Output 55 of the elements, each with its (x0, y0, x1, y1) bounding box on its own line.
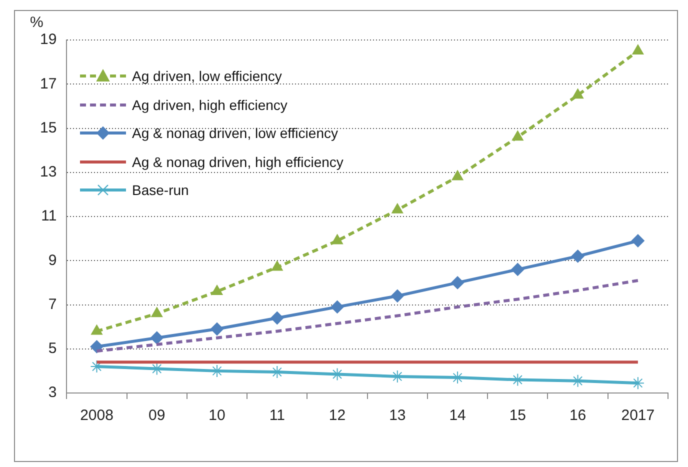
point (571, 374, 584, 388)
point (210, 322, 224, 336)
point (90, 340, 104, 354)
point (572, 88, 584, 99)
point (210, 364, 224, 378)
point (631, 376, 644, 390)
y-tick-label: 3 (48, 384, 57, 402)
point (451, 276, 464, 290)
y-tick-label: 15 (40, 119, 57, 136)
legend-label: Ag & nonag driven, low efficiency (132, 125, 338, 142)
point (211, 285, 223, 296)
x-tick-label: 16 (569, 407, 586, 424)
point (332, 234, 343, 244)
point (631, 234, 644, 248)
legend-label: Ag & nonag driven, high efficiency (132, 154, 344, 170)
point (511, 262, 524, 276)
point (270, 311, 284, 324)
legend-label: Base-run (132, 182, 189, 198)
point (512, 130, 524, 141)
point (330, 368, 344, 381)
y-tick-label: 13 (40, 164, 57, 181)
x-tick-label: 14 (449, 407, 466, 424)
legend-label: Ag driven, low efficiency (132, 68, 282, 84)
y-tick-label: 7 (48, 296, 57, 313)
x-tick-label: 2017 (621, 407, 655, 424)
point (271, 260, 283, 271)
point (270, 366, 284, 379)
y-tick-label: 11 (41, 208, 57, 225)
legend-label: Ag driven, high efficiency (132, 96, 288, 113)
x-tick-label: 2008 (80, 407, 114, 424)
x-tick-label: 15 (509, 407, 526, 424)
point (390, 289, 404, 302)
point (150, 362, 164, 376)
point (632, 44, 644, 55)
y-tick-label: 19 (40, 31, 57, 48)
x-tick-label: 10 (208, 407, 226, 424)
y-axis-title: % (30, 14, 44, 31)
y-tick-label: 9 (48, 252, 57, 269)
point (452, 170, 464, 180)
y-tick-label: 5 (48, 340, 57, 358)
y-tick-label: 17 (40, 75, 57, 92)
x-tick-label: 09 (148, 407, 166, 424)
point (330, 300, 344, 314)
x-tick-label: 11 (269, 407, 285, 424)
point (451, 371, 464, 384)
point (571, 250, 584, 263)
x-tick-label: 12 (328, 407, 346, 424)
point (150, 331, 164, 344)
point (392, 203, 404, 214)
point (511, 373, 524, 386)
point (91, 324, 102, 335)
point (390, 370, 404, 383)
x-tick-label: 13 (389, 407, 406, 424)
point (151, 307, 163, 318)
point (90, 360, 104, 374)
